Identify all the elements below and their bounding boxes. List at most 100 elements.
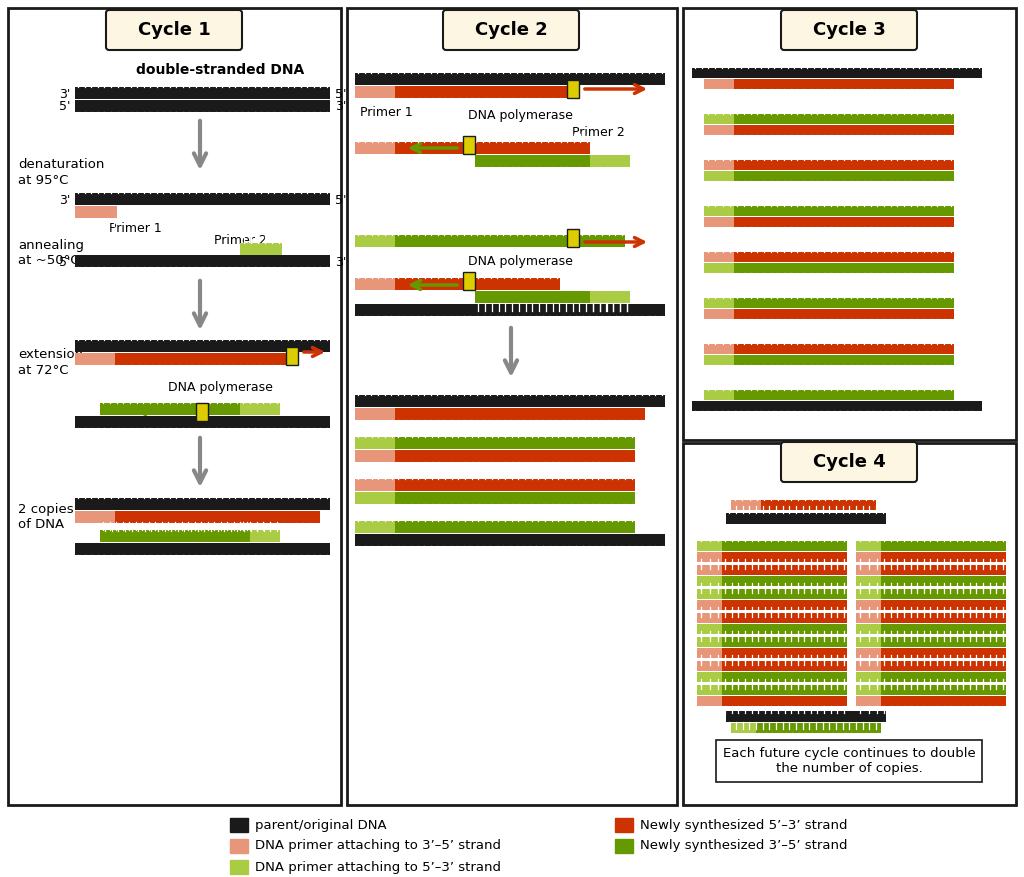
- Bar: [722, 565, 847, 575]
- Bar: [705, 160, 734, 170]
- Bar: [881, 589, 1006, 599]
- Bar: [734, 309, 954, 319]
- Bar: [230, 860, 248, 874]
- Text: 3': 3': [58, 88, 70, 101]
- Bar: [881, 541, 1006, 551]
- Bar: [881, 552, 1006, 562]
- Text: DNA polymerase: DNA polymerase: [468, 255, 572, 268]
- Bar: [697, 600, 722, 610]
- Bar: [756, 723, 881, 733]
- Bar: [856, 600, 881, 610]
- Bar: [722, 696, 847, 706]
- Bar: [881, 613, 1006, 623]
- Bar: [697, 541, 722, 551]
- Bar: [722, 576, 847, 586]
- Bar: [881, 661, 1006, 671]
- Bar: [697, 648, 722, 658]
- Text: 5': 5': [335, 88, 346, 101]
- Bar: [590, 155, 630, 167]
- Bar: [734, 171, 954, 181]
- Bar: [75, 353, 115, 365]
- Bar: [75, 416, 330, 428]
- Bar: [722, 613, 847, 623]
- Bar: [240, 403, 280, 415]
- Bar: [856, 648, 881, 658]
- Bar: [856, 589, 881, 599]
- Text: at 72°C: at 72°C: [18, 363, 69, 376]
- Text: at 95°C: at 95°C: [18, 174, 69, 187]
- Text: Primer 2: Primer 2: [214, 233, 266, 246]
- Text: denaturation: denaturation: [18, 159, 104, 172]
- Text: Cycle 1: Cycle 1: [137, 21, 210, 39]
- FancyBboxPatch shape: [443, 10, 579, 50]
- Bar: [697, 624, 722, 634]
- Bar: [722, 541, 847, 551]
- Bar: [475, 291, 630, 303]
- Bar: [734, 355, 954, 365]
- FancyBboxPatch shape: [781, 10, 918, 50]
- Bar: [615, 839, 633, 853]
- Bar: [75, 206, 117, 218]
- Bar: [881, 600, 1006, 610]
- Bar: [734, 79, 954, 89]
- Text: 3': 3': [335, 101, 346, 113]
- Bar: [240, 530, 280, 542]
- Text: 2 copies: 2 copies: [18, 503, 74, 517]
- Bar: [734, 160, 954, 170]
- Bar: [881, 696, 1006, 706]
- Bar: [355, 437, 395, 449]
- Bar: [230, 839, 248, 853]
- Bar: [355, 450, 395, 462]
- Bar: [856, 565, 881, 575]
- Bar: [395, 408, 645, 420]
- Bar: [395, 521, 635, 533]
- Bar: [75, 498, 330, 510]
- Bar: [567, 229, 579, 247]
- Bar: [697, 661, 722, 671]
- Bar: [355, 408, 395, 420]
- Bar: [395, 86, 570, 98]
- Bar: [683, 8, 1016, 440]
- Text: Primer 1: Primer 1: [109, 222, 162, 234]
- Bar: [705, 355, 734, 365]
- Bar: [856, 672, 881, 682]
- Bar: [722, 624, 847, 634]
- Bar: [395, 450, 635, 462]
- Bar: [75, 193, 330, 205]
- Bar: [705, 309, 734, 319]
- Bar: [726, 513, 886, 524]
- Bar: [75, 543, 330, 555]
- Text: 3': 3': [58, 194, 70, 206]
- Text: extension: extension: [18, 348, 83, 361]
- Bar: [355, 142, 395, 154]
- Bar: [463, 272, 475, 290]
- Bar: [705, 252, 734, 262]
- Bar: [705, 390, 734, 400]
- Text: 5': 5': [58, 101, 70, 113]
- Bar: [100, 530, 250, 542]
- Bar: [856, 696, 881, 706]
- Bar: [722, 637, 847, 647]
- Text: Newly synthesized 5’–3’ strand: Newly synthesized 5’–3’ strand: [640, 818, 848, 831]
- Bar: [355, 492, 395, 504]
- Text: DNA polymerase: DNA polymerase: [468, 109, 572, 122]
- Text: Cycle 3: Cycle 3: [813, 21, 886, 39]
- Bar: [115, 353, 290, 365]
- Bar: [697, 685, 722, 695]
- Bar: [230, 818, 248, 832]
- Bar: [697, 565, 722, 575]
- Bar: [355, 534, 665, 546]
- Bar: [705, 114, 734, 124]
- Bar: [734, 344, 954, 354]
- Bar: [590, 291, 630, 303]
- Bar: [881, 637, 1006, 647]
- Text: parent/original DNA: parent/original DNA: [255, 818, 387, 831]
- Bar: [567, 80, 579, 98]
- Bar: [286, 347, 298, 365]
- Bar: [881, 565, 1006, 575]
- Text: Each future cycle continues to double
the number of copies.: Each future cycle continues to double th…: [723, 747, 976, 775]
- Bar: [856, 541, 881, 551]
- Bar: [734, 206, 954, 216]
- Bar: [734, 252, 954, 262]
- Bar: [722, 685, 847, 695]
